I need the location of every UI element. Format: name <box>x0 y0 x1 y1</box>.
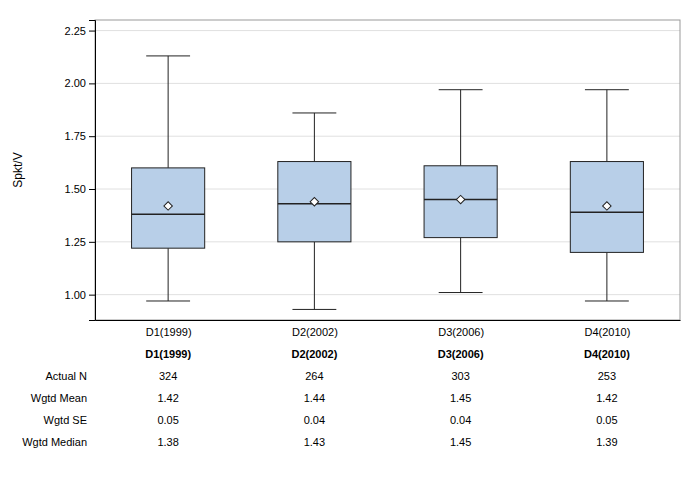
table-cell: 1.43 <box>304 436 325 448</box>
median-line <box>570 212 643 214</box>
whisker-low <box>606 252 607 301</box>
median-line <box>132 214 205 216</box>
x-tick-label: D1(1999) <box>146 326 192 338</box>
table-header: D3(2006) <box>438 348 484 360</box>
x-tick: D3(2006) <box>438 320 484 338</box>
whisker-high <box>460 90 461 166</box>
mean-marker <box>603 202 611 210</box>
whisker-cap-low <box>146 300 190 301</box>
table-header: D2(2002) <box>291 348 337 360</box>
whisker-high <box>606 90 607 162</box>
table-cell: 0.04 <box>304 414 325 426</box>
grid-line <box>95 30 680 31</box>
y-tick-mark <box>89 242 95 243</box>
box-group <box>132 56 205 301</box>
table-cell: 1.39 <box>596 436 617 448</box>
y-tick-mark <box>89 189 95 190</box>
table-cell: 1.42 <box>157 392 178 404</box>
y-axis-title: Spkt/V <box>11 152 25 187</box>
whisker-cap-high <box>439 89 483 90</box>
y-tick-label: 2.00 <box>65 77 86 89</box>
table-row-label: Actual N <box>45 370 87 382</box>
whisker-low <box>460 238 461 293</box>
plot-frame <box>95 20 680 320</box>
box <box>278 162 351 242</box>
whisker-cap-high <box>292 112 336 113</box>
table-header: D4(2010) <box>584 348 630 360</box>
x-axis: D1(1999) D2(2002) D3(2006) D4(2010) <box>96 320 681 338</box>
y-axis: 1.00 1.25 1.50 1.75 2.00 2.25 <box>65 21 96 321</box>
whisker-high <box>314 113 315 162</box>
grid-line <box>95 294 680 295</box>
y-tick: 1.00 <box>65 289 95 301</box>
whisker-high <box>168 56 169 168</box>
box <box>570 162 643 253</box>
y-tick: 1.75 <box>65 130 95 142</box>
marks <box>132 56 644 310</box>
chart: 1.00 1.25 1.50 1.75 2.00 2.25 D1(1999) D2(2002)… <box>0 0 700 500</box>
x-tick-label: D4(2010) <box>584 326 630 338</box>
grid-line <box>95 83 680 84</box>
table-cell: 0.05 <box>157 414 178 426</box>
table-row-label: Wgtd Median <box>22 436 87 448</box>
table-cell: 303 <box>451 370 469 382</box>
x-axis-line <box>96 320 681 321</box>
whisker-low <box>314 242 315 310</box>
table-cell: 1.45 <box>450 392 471 404</box>
y-tick-label: 2.25 <box>65 25 86 37</box>
x-tick-label: D3(2006) <box>438 326 484 338</box>
whisker-cap-high <box>146 55 190 56</box>
box <box>132 168 205 248</box>
table-cell: 0.04 <box>450 414 471 426</box>
mean-marker <box>456 195 464 203</box>
y-tick-label: 1.75 <box>65 130 86 142</box>
table-cell: 1.38 <box>157 436 178 448</box>
table-cell: 264 <box>305 370 323 382</box>
table-header: D1(1999) <box>145 348 191 360</box>
box-group <box>570 90 643 301</box>
table-cell: 1.42 <box>596 392 617 404</box>
whisker-cap-low <box>292 309 336 310</box>
y-tick-mark <box>89 83 95 84</box>
grid-line <box>95 136 680 137</box>
y-tick: 2.00 <box>65 77 95 89</box>
table: D1(1999) D2(2002) D3(2006) D4(2010) Actual N… <box>22 348 630 448</box>
table-row-label: Wgtd Mean <box>31 392 87 404</box>
y-tick-label: 1.50 <box>65 183 86 195</box>
table-row-label: Wgtd SE <box>44 414 87 426</box>
plot: 1.00 1.25 1.50 1.75 2.00 2.25 D1(1999) D2(2002)… <box>65 20 681 338</box>
x-tick-label: D2(2002) <box>292 326 338 338</box>
y-tick-mark <box>89 136 95 137</box>
mean-marker <box>164 202 172 210</box>
y-tick-mark <box>89 31 95 32</box>
x-tick: D4(2010) <box>584 320 630 338</box>
y-axis-line <box>89 21 96 321</box>
whisker-cap-low <box>439 292 483 293</box>
box-group <box>278 113 351 309</box>
y-tick: 2.25 <box>65 25 95 37</box>
x-tick: D2(2002) <box>292 320 338 338</box>
y-tick: 1.50 <box>65 183 95 195</box>
box <box>424 166 497 238</box>
y-tick-label: 1.00 <box>65 289 86 301</box>
box-group <box>424 90 497 293</box>
table-cell: 324 <box>159 370 177 382</box>
whisker-cap-low <box>585 300 629 301</box>
y-tick-label: 1.25 <box>65 236 86 248</box>
y-tick: 1.25 <box>65 236 95 248</box>
whisker-cap-high <box>585 89 629 90</box>
mean-marker <box>310 197 318 205</box>
table-cell: 1.45 <box>450 436 471 448</box>
grid <box>95 31 680 295</box>
table-cell: 0.05 <box>596 414 617 426</box>
table-cell: 1.44 <box>304 392 325 404</box>
whisker-low <box>168 248 169 301</box>
y-tick-mark <box>89 295 95 296</box>
table-cell: 253 <box>598 370 616 382</box>
x-tick: D1(1999) <box>146 320 192 338</box>
